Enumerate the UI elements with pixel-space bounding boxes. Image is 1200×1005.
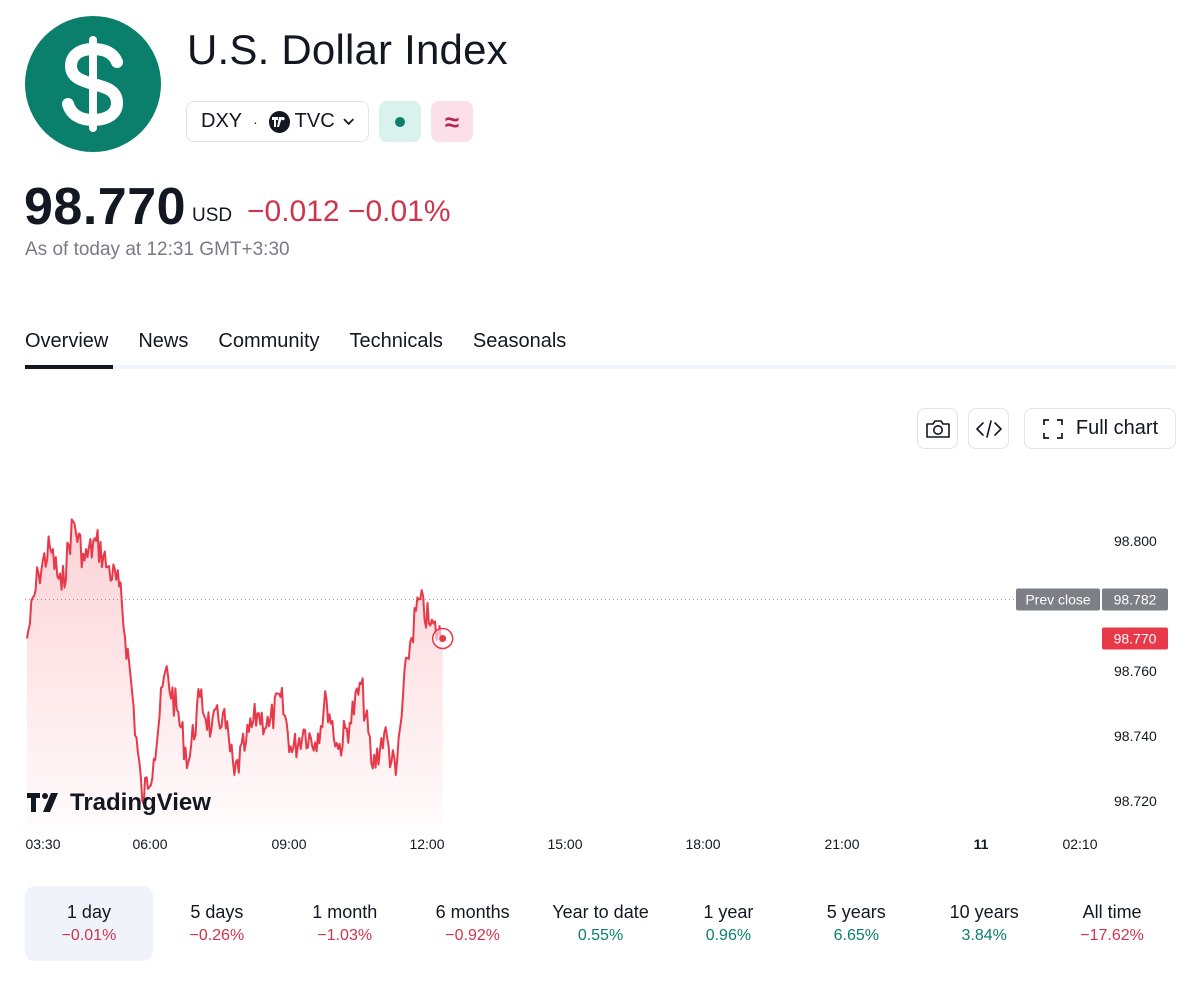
period-1-day[interactable]: 1 day −0.01% xyxy=(25,886,153,961)
period-5-years[interactable]: 5 years 6.65% xyxy=(792,886,920,961)
period-label: 1 year xyxy=(703,902,754,922)
market-status-dot-icon xyxy=(395,116,405,127)
x-tick-label: 18:00 xyxy=(685,836,720,852)
x-tick-label: 09:00 xyxy=(271,836,306,852)
tradingview-watermark: TradingView xyxy=(27,789,211,816)
y-tick-label: 98.720 xyxy=(1114,793,1157,809)
symbol-selector[interactable]: DXY · TVC xyxy=(186,101,369,142)
x-tick-label: 06:00 xyxy=(132,836,167,852)
snapshot-button[interactable] xyxy=(917,408,958,449)
page-title: U.S. Dollar Index xyxy=(187,26,508,73)
active-tab-indicator xyxy=(25,365,113,369)
code-icon xyxy=(975,419,1002,438)
period-label: All time xyxy=(1082,902,1142,922)
last-price-value: 98.770 xyxy=(1114,631,1157,647)
period-change: 0.96% xyxy=(705,927,752,944)
period-change: −0.01% xyxy=(61,927,117,944)
x-tick-label: 02:10 xyxy=(1062,836,1097,852)
period-label: 10 years xyxy=(949,902,1019,922)
period-5-days[interactable]: 5 days −0.26% xyxy=(153,886,281,961)
tab-community[interactable]: Community xyxy=(218,330,320,352)
x-tick-label: 11 xyxy=(974,836,989,852)
period-year-to-date[interactable]: Year to date 0.55% xyxy=(537,886,665,961)
delayed-data-badge[interactable]: ≈ xyxy=(431,101,473,142)
period-change: −0.92% xyxy=(445,927,500,944)
quote-timestamp: As of today at 12:31 GMT+3:30 xyxy=(25,239,290,260)
tab-seasonals[interactable]: Seasonals xyxy=(472,330,567,352)
period-label: Year to date xyxy=(552,902,649,922)
dxy-logo xyxy=(25,16,161,152)
x-tick-label: 15:00 xyxy=(547,836,582,852)
price-change: −0.012 −0.01% xyxy=(247,195,451,228)
x-tick-label: 12:00 xyxy=(409,836,444,852)
price-chart[interactable]: 98.800 98.760 98.740 98.720 Prev close 98.7… xyxy=(0,455,1200,865)
period-label: 5 days xyxy=(190,902,244,922)
period-change: −0.26% xyxy=(189,927,245,944)
period-change: −17.62% xyxy=(1080,927,1144,944)
camera-icon xyxy=(925,419,950,438)
period-1-month[interactable]: 1 month −1.03% xyxy=(281,886,409,961)
price-currency: USD xyxy=(192,205,233,226)
last-price-dot xyxy=(439,635,447,642)
chevron-down-icon xyxy=(342,118,354,125)
y-axis: 98.800 98.760 98.740 98.720 xyxy=(1114,533,1157,809)
prev-close-tag: Prev close 98.782 xyxy=(1016,588,1168,611)
period-label: 5 years xyxy=(826,902,886,922)
x-tick-label: 03:30 xyxy=(25,836,60,852)
tab-overview[interactable]: Overview xyxy=(25,330,109,352)
price-area-fill xyxy=(27,519,443,825)
exchange-name: TVC xyxy=(294,110,335,132)
y-tick-label: 98.800 xyxy=(1114,533,1157,549)
tab-bar: Overview News Community Technicals Seaso… xyxy=(25,330,566,365)
current-price: 98.770 xyxy=(24,178,187,236)
y-tick-label: 98.740 xyxy=(1114,728,1157,744)
period-label: 1 day xyxy=(66,902,111,922)
y-tick-label: 98.760 xyxy=(1114,663,1157,679)
period-change: 0.55% xyxy=(577,927,624,944)
period-all-time[interactable]: All time −17.62% xyxy=(1048,886,1176,961)
prev-close-label: Prev close xyxy=(1025,592,1091,608)
tradingview-logo-icon xyxy=(27,793,58,812)
delayed-data-icon: ≈ xyxy=(444,106,460,137)
period-1-year[interactable]: 1 year 0.96% xyxy=(664,886,792,961)
period-selector: 1 day −0.01% 5 days −0.26% 1 month −1.03… xyxy=(25,886,1176,961)
embed-button[interactable] xyxy=(968,408,1009,449)
full-chart-label: Full chart xyxy=(1075,417,1159,439)
last-price-tag: 98.770 xyxy=(1102,627,1168,650)
price-line xyxy=(26,518,444,805)
x-tick-label: 21:00 xyxy=(824,836,859,852)
market-status-badge[interactable] xyxy=(379,101,421,142)
period-label: 6 months xyxy=(435,902,510,922)
fullscreen-icon xyxy=(1043,418,1063,439)
full-chart-button[interactable]: Full chart xyxy=(1024,408,1176,449)
x-axis: 03:30 06:00 09:00 12:00 15:00 18:00 21:00 11 02:… xyxy=(25,836,1097,852)
period-label: 1 month xyxy=(312,902,378,922)
tab-technicals[interactable]: Technicals xyxy=(349,330,443,352)
symbol-ticker: DXY xyxy=(201,110,243,132)
period-change: −1.03% xyxy=(317,927,373,944)
period-10-years[interactable]: 10 years 3.84% xyxy=(920,886,1048,961)
period-change: 6.65% xyxy=(833,927,879,944)
dollar-icon xyxy=(62,36,124,132)
tabs-divider xyxy=(25,365,1176,369)
period-change: 3.84% xyxy=(961,927,1007,944)
symbol-separator: · xyxy=(253,113,258,130)
period-6-months[interactable]: 6 months −0.92% xyxy=(409,886,537,961)
tradingview-exchange-icon xyxy=(268,110,290,133)
tab-news[interactable]: News xyxy=(138,330,189,352)
prev-close-value: 98.782 xyxy=(1114,592,1157,608)
watermark-text: TradingView xyxy=(70,789,211,816)
